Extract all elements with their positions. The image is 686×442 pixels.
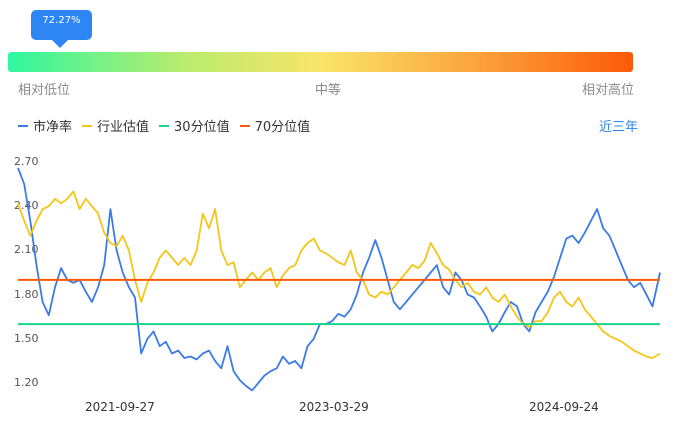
scale-low-label: 相对低位 (18, 83, 71, 98)
chart-legend: 市净率 行业估值 30分位值 70分位值 (18, 116, 310, 135)
series-line-0 (17, 167, 661, 392)
series-line-1 (17, 190, 661, 359)
legend-label-p30: 30分位值 (174, 120, 230, 135)
y-tick-label: 2.70 (14, 155, 39, 168)
legend-label-industry: 行业估值 (97, 120, 150, 135)
y-tick-label: 1.20 (14, 376, 39, 389)
legend-label-pb: 市净率 (33, 120, 73, 135)
x-tick-label: 2024-09-24 (529, 400, 599, 414)
x-tick-label: 2021-09-27 (85, 400, 155, 414)
legend-swatch-pb (18, 124, 28, 127)
legend-item-industry[interactable]: 行业估值 (82, 116, 149, 135)
percentile-gradient-bar (8, 52, 633, 72)
percentile-value: 72.27% (42, 15, 81, 26)
legend-item-p30[interactable]: 30分位值 (159, 116, 230, 135)
x-tick-label: 2023-03-29 (299, 400, 369, 414)
legend-item-pb[interactable]: 市净率 (18, 116, 72, 135)
period-selector[interactable]: 近三年 (599, 120, 639, 135)
tooltip-arrow (51, 39, 69, 48)
legend-label-p70: 70分位值 (254, 120, 311, 135)
legend-swatch-p30 (159, 124, 170, 127)
percentile-tooltip: 72.27% (31, 10, 92, 48)
legend-swatch-p70 (239, 124, 250, 127)
legend-item-p70[interactable]: 70分位值 (239, 116, 311, 135)
y-tick-label: 1.80 (14, 288, 39, 301)
y-tick-label: 2.10 (14, 243, 39, 256)
y-tick-label: 1.50 (14, 332, 39, 345)
series-layer (17, 167, 661, 392)
scale-high-label: 相对高位 (582, 83, 635, 98)
scale-mid-label: 中等 (315, 83, 342, 98)
legend-swatch-industry (82, 124, 93, 127)
